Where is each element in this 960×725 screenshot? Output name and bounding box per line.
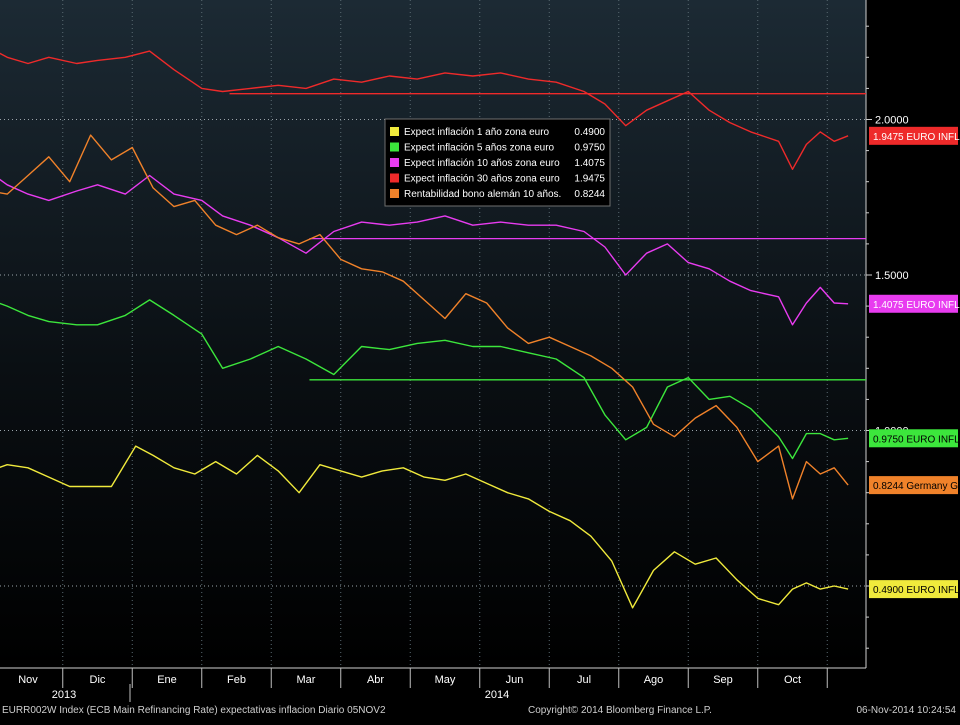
legend-value: 1.9475: [574, 174, 605, 185]
x-tick-label: Jun: [506, 674, 524, 686]
series-5y-line: [0, 299, 849, 460]
footer-security-text: EURR002W Index (ECB Main Refinancing Rat…: [2, 705, 386, 716]
legend-swatch: [390, 142, 399, 152]
x-tick-label: Ago: [644, 674, 664, 686]
legend-box: [384, 118, 611, 207]
legend-swatch: [390, 127, 399, 136]
legend-value: 0.8244: [574, 189, 605, 200]
legend-label: Rentabilidad bono alemán 10 años.: [404, 189, 561, 200]
x-tick-label: Nov: [18, 674, 38, 686]
last-value-tag-text: 1.9475 EURO INFL: [873, 132, 960, 143]
last-value-tag-text: 0.9750 EURO INFL: [873, 434, 960, 445]
series-bund-line: [0, 134, 849, 500]
last-value-tag-text: 0.4900 EURO INFL: [873, 585, 960, 596]
legend-label: Expect inflación 1 año zona euro: [404, 127, 550, 138]
x-tick-label: Oct: [784, 674, 801, 686]
x-tick-label: May: [435, 674, 456, 686]
series-1y-line: [0, 445, 849, 609]
legend-value: 1.4075: [574, 158, 605, 169]
last-value-tag: [869, 429, 958, 448]
last-value-tag: [869, 294, 958, 313]
legend-swatch: [390, 173, 399, 183]
last-value-tag: [869, 476, 958, 495]
legend-swatch: [390, 189, 399, 198]
footer-copyright: Copyright© 2014 Bloomberg Finance L.P.: [528, 705, 712, 716]
x-year-label: 2014: [485, 689, 509, 701]
series-30y-line: [0, 50, 849, 171]
last-value-tag-text: 0.8244 Germany G: [873, 481, 958, 492]
legend-swatch: [390, 158, 399, 167]
x-year-label: 2013: [52, 689, 76, 701]
footer-timestamp: 06-Nov-2014 10:24:54: [856, 705, 956, 716]
y-tick-label: 1.5000: [875, 270, 909, 282]
x-tick-label: Feb: [227, 674, 246, 686]
x-tick-label: Dic: [90, 674, 106, 686]
y-tick-label: 2.0000: [875, 115, 909, 127]
plot-background: [0, 0, 866, 668]
series-10y-line: [0, 174, 849, 326]
last-value-tag-text: 1.4075 EURO INFL: [873, 300, 960, 311]
x-tick-label: Sep: [713, 674, 733, 686]
footer-bar: EURR002W Index (ECB Main Refinancing Rat…: [0, 702, 960, 720]
legend-value: 0.9750: [574, 143, 605, 154]
x-tick-label: Abr: [367, 674, 384, 686]
last-value-tag: [869, 126, 958, 145]
legend-value: 0.4900: [574, 127, 605, 138]
last-value-tag: [869, 580, 958, 599]
x-tick-label: Ene: [157, 674, 177, 686]
x-tick-label: Jul: [577, 674, 591, 686]
legend-label: Expect inflación 30 años zona euro: [404, 174, 560, 185]
legend-label: Expect inflación 10 años zona euro: [404, 158, 560, 169]
legend-label: Expect inflación 5 años zona euro: [404, 143, 555, 154]
x-tick-label: Mar: [297, 674, 316, 686]
